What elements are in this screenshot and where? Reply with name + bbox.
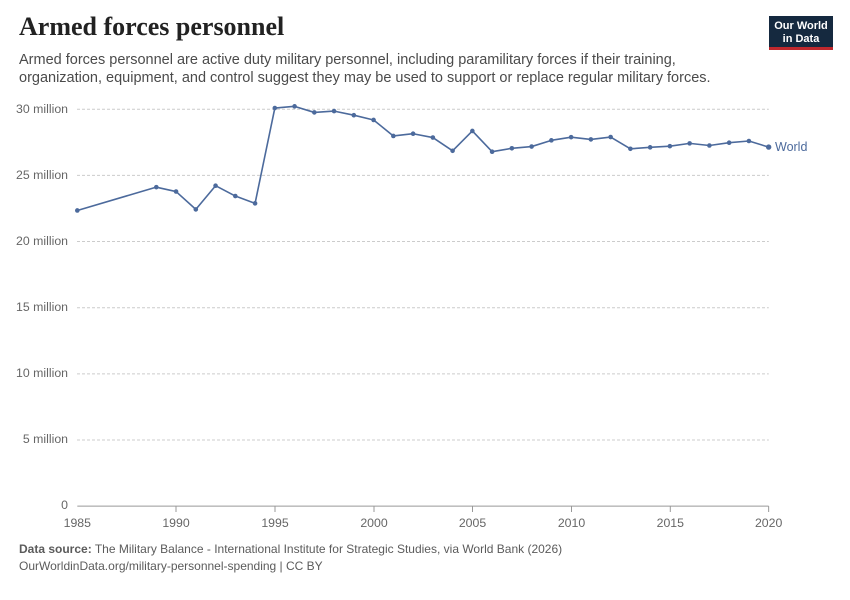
- svg-text:2005: 2005: [459, 516, 487, 530]
- svg-text:2010: 2010: [558, 516, 586, 530]
- svg-text:2000: 2000: [360, 516, 388, 530]
- svg-text:30 million: 30 million: [16, 102, 68, 116]
- svg-text:2015: 2015: [657, 516, 685, 530]
- svg-text:15 million: 15 million: [16, 300, 68, 314]
- svg-text:1985: 1985: [64, 516, 92, 530]
- svg-text:5 million: 5 million: [23, 432, 68, 446]
- svg-text:2020: 2020: [755, 516, 783, 530]
- svg-text:0: 0: [61, 498, 68, 512]
- svg-text:10 million: 10 million: [16, 366, 68, 380]
- svg-text:20 million: 20 million: [16, 234, 68, 248]
- svg-text:1995: 1995: [261, 516, 289, 530]
- svg-text:1990: 1990: [162, 516, 190, 530]
- svg-text:25 million: 25 million: [16, 168, 68, 182]
- svg-text:World: World: [775, 140, 807, 154]
